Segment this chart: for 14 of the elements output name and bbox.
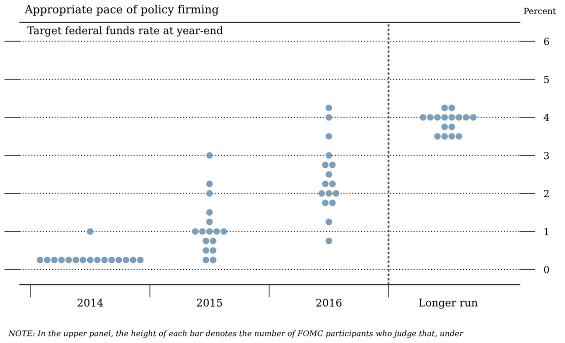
y-tick-label: 1 [544, 228, 548, 236]
y-tick-label: 2 [544, 190, 549, 198]
x-tick-label: 2014 [78, 298, 103, 307]
x-tick-label: Longer run [419, 298, 478, 309]
y-tick-label: 6 [544, 38, 549, 46]
y-tick-label: 0 [544, 266, 549, 274]
y-tick-label: 4 [544, 114, 550, 122]
y-tick-label: 5 [544, 76, 549, 84]
y-axis-title: Percent [524, 8, 556, 14]
x-tick-label: 2015 [196, 298, 222, 307]
y-tick-label: 3 [544, 152, 549, 160]
x-tick-label: 2016 [316, 298, 342, 307]
chart-title: Appropriate pace of policy firming [24, 4, 219, 16]
chart-subtitle: Target federal funds rate at year-end [27, 26, 223, 36]
